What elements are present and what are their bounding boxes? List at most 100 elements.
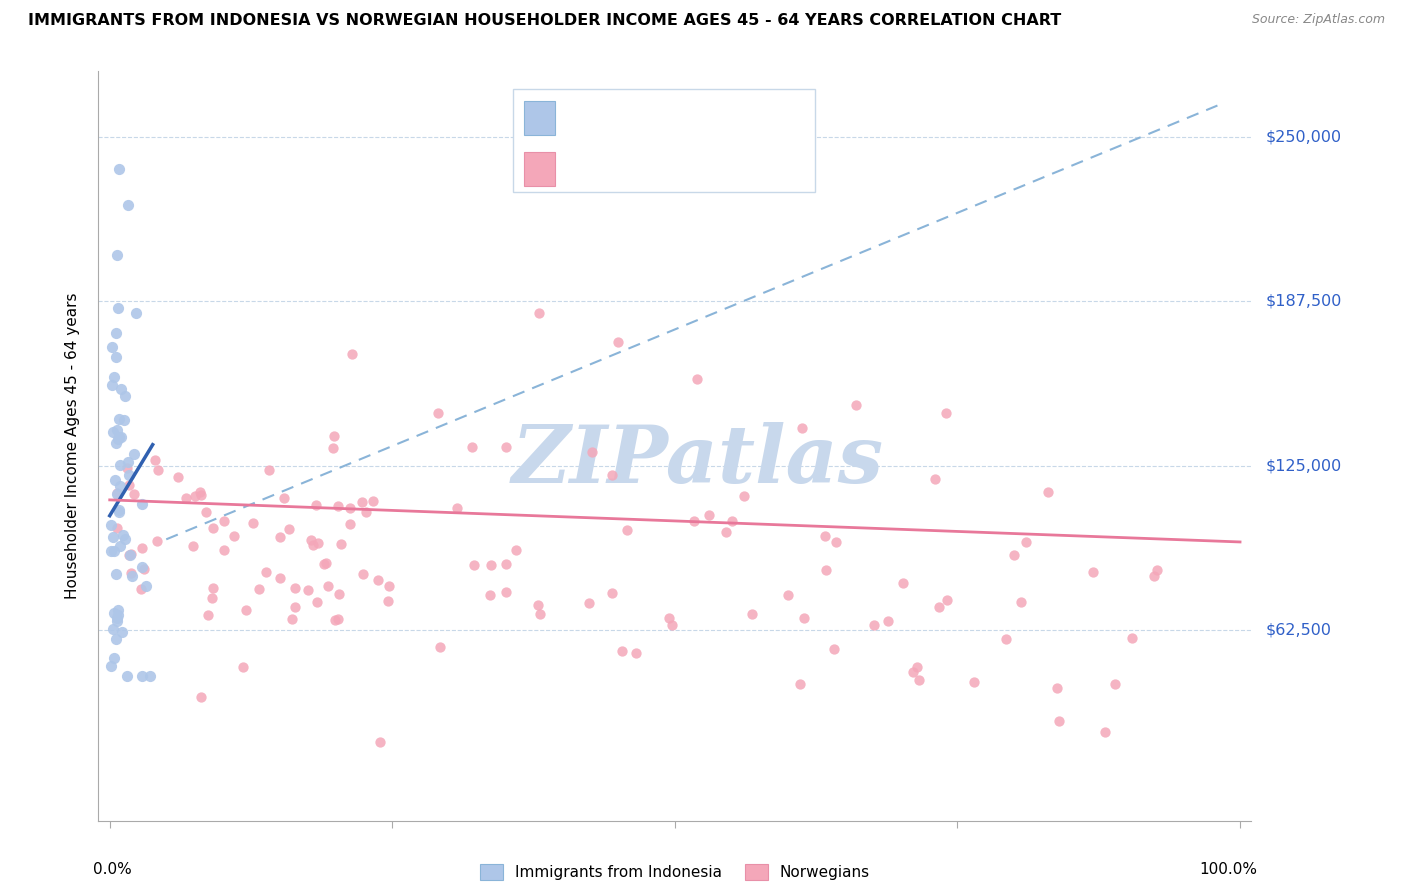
Point xyxy=(131,497,153,511)
Point xyxy=(125,306,148,320)
Point xyxy=(124,487,146,501)
Point xyxy=(792,421,814,435)
Point xyxy=(328,611,350,625)
Point xyxy=(323,613,346,627)
Point xyxy=(257,463,280,477)
Point xyxy=(789,677,811,691)
Point xyxy=(823,641,845,656)
Point xyxy=(105,248,128,262)
Point xyxy=(105,521,128,535)
Point xyxy=(1010,595,1032,609)
Point xyxy=(188,485,211,500)
Point xyxy=(105,615,128,629)
Point xyxy=(105,350,128,364)
Point xyxy=(112,527,135,541)
Point xyxy=(741,607,763,621)
Point xyxy=(143,453,166,467)
Point xyxy=(103,606,125,620)
Text: $250,000: $250,000 xyxy=(1265,129,1341,145)
Point xyxy=(277,522,299,536)
Point xyxy=(315,556,337,570)
Point xyxy=(269,531,291,545)
Point xyxy=(1047,714,1070,728)
Point xyxy=(254,566,277,580)
Point xyxy=(139,669,162,683)
Point xyxy=(479,558,502,572)
Point xyxy=(118,548,141,562)
Point xyxy=(733,489,755,503)
Point xyxy=(105,486,128,500)
Point xyxy=(326,499,349,513)
Point xyxy=(721,514,744,528)
Point xyxy=(876,614,898,628)
Point xyxy=(190,488,212,502)
Point xyxy=(108,412,131,426)
Point xyxy=(845,398,868,412)
Point xyxy=(363,493,385,508)
Point xyxy=(110,382,132,396)
Point xyxy=(101,377,124,392)
Point xyxy=(105,436,128,450)
Point xyxy=(273,491,295,505)
Point xyxy=(108,430,131,444)
Text: R = -0.239: R = -0.239 xyxy=(567,161,664,178)
Point xyxy=(121,569,143,583)
Point xyxy=(377,579,399,593)
Point xyxy=(316,579,339,593)
Point xyxy=(117,455,139,469)
Point xyxy=(117,467,139,482)
Point xyxy=(1046,681,1069,696)
Point xyxy=(103,370,125,384)
Point xyxy=(201,591,224,605)
Point xyxy=(323,429,346,443)
Point xyxy=(100,340,122,354)
Point xyxy=(100,659,122,673)
Point xyxy=(529,306,551,320)
Point xyxy=(901,665,924,680)
Y-axis label: Householder Income Ages 45 - 64 years: Householder Income Ages 45 - 64 years xyxy=(65,293,80,599)
Point xyxy=(891,576,914,591)
Point xyxy=(280,611,302,625)
Point xyxy=(135,579,157,593)
Point xyxy=(108,458,131,472)
Text: $62,500: $62,500 xyxy=(1265,623,1331,638)
Text: R =  0.090: R = 0.090 xyxy=(567,109,662,127)
Point xyxy=(928,599,950,614)
Point xyxy=(354,505,377,519)
Point xyxy=(610,643,633,657)
Text: 100.0%: 100.0% xyxy=(1199,862,1257,877)
Point xyxy=(793,611,815,625)
Point xyxy=(181,539,204,553)
Point xyxy=(661,617,683,632)
Legend: Immigrants from Indonesia, Norwegians: Immigrants from Indonesia, Norwegians xyxy=(479,863,870,880)
Text: N = 133: N = 133 xyxy=(693,161,768,178)
Point xyxy=(963,675,986,690)
Point xyxy=(235,603,257,617)
Point xyxy=(111,624,134,639)
Text: N =  55: N = 55 xyxy=(693,109,762,127)
Point xyxy=(340,347,363,361)
Point xyxy=(314,557,336,571)
Point xyxy=(529,607,551,621)
Point xyxy=(908,673,931,687)
Point xyxy=(100,544,122,558)
Text: $125,000: $125,000 xyxy=(1265,458,1341,474)
Point xyxy=(247,582,270,597)
Point xyxy=(184,489,207,503)
Point xyxy=(108,539,131,553)
Point xyxy=(146,533,169,548)
Point xyxy=(658,610,681,624)
Point xyxy=(578,596,600,610)
Point xyxy=(1143,568,1166,582)
Point xyxy=(120,566,142,581)
Point xyxy=(616,524,638,538)
Point xyxy=(148,463,170,477)
Point xyxy=(683,514,706,528)
Text: ZIPatlas: ZIPatlas xyxy=(512,422,884,500)
Point xyxy=(1036,485,1059,500)
Point xyxy=(104,632,127,646)
Point xyxy=(105,610,128,624)
Point xyxy=(1094,724,1116,739)
Text: 0.0%: 0.0% xyxy=(93,862,131,877)
Point xyxy=(101,530,124,544)
